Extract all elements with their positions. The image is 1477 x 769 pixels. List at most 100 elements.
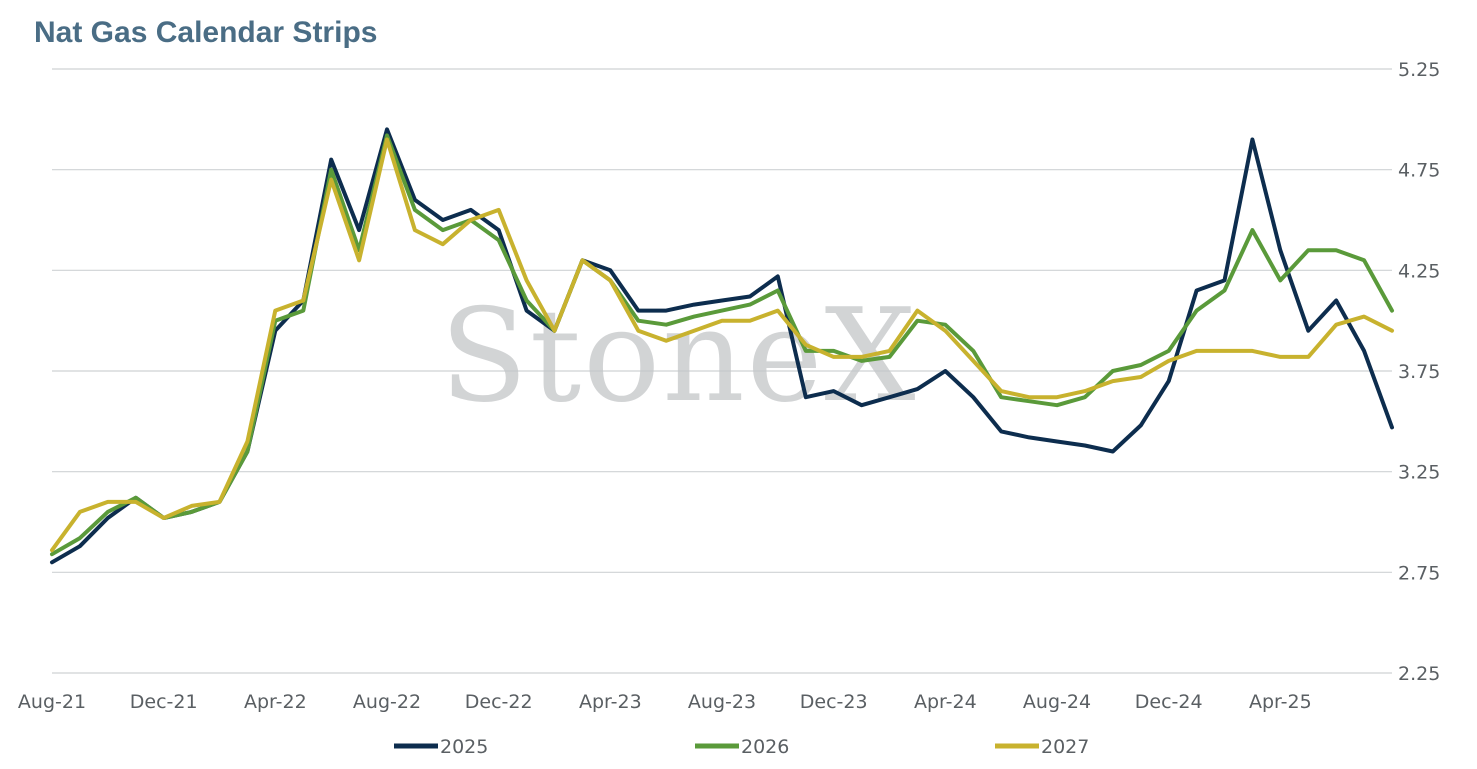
data-point (999, 389, 1003, 393)
data-point (1222, 349, 1227, 353)
data-point (1278, 278, 1282, 282)
data-point (525, 309, 529, 313)
data-point (1222, 288, 1227, 293)
y-tick-label: 4.25 (1398, 260, 1440, 282)
legend-label: 2025 (440, 736, 488, 758)
data-point (1111, 449, 1115, 454)
data-point (860, 403, 864, 407)
legend: 2025 2026 2027 (394, 736, 1089, 758)
data-point (1334, 323, 1338, 327)
data-point (748, 303, 752, 307)
data-point (1278, 248, 1282, 252)
x-axis-ticks: Aug-21 Dec-21 Apr-22 Aug-22 Dec-22 Apr-23 Aug-… (18, 691, 1312, 713)
data-point (580, 258, 585, 262)
data-point (971, 359, 975, 363)
data-point (1027, 395, 1031, 399)
data-point (1055, 439, 1059, 444)
data-point (1167, 359, 1171, 363)
y-tick-label: 2.75 (1398, 562, 1440, 584)
data-point (832, 349, 836, 353)
data-point (1167, 379, 1171, 383)
data-point (78, 544, 82, 548)
x-tick-label: Aug-23 (688, 691, 756, 713)
data-point (106, 510, 110, 514)
data-point (413, 228, 417, 232)
data-point (832, 389, 836, 393)
data-point (190, 510, 194, 514)
data-point (748, 319, 752, 323)
data-point (804, 349, 808, 353)
data-point (915, 309, 920, 313)
data-point (497, 238, 501, 242)
x-tick-label: Dec-21 (130, 691, 198, 713)
data-point (1362, 258, 1366, 262)
data-point (860, 359, 864, 363)
legend-item-2026: 2026 (695, 736, 789, 758)
data-point (1306, 355, 1310, 359)
data-point (1083, 443, 1087, 448)
x-tick-label: Aug-24 (1023, 691, 1091, 713)
data-point (748, 294, 752, 299)
series-lines (50, 127, 1394, 565)
data-point (776, 288, 780, 293)
data-point (720, 319, 724, 323)
data-point (1334, 248, 1338, 252)
data-point (525, 298, 529, 303)
y-axis-ticks: 2.25 2.75 3.25 3.75 4.25 4.75 5.25 (1398, 59, 1440, 685)
data-point (1390, 309, 1394, 313)
data-point (915, 319, 920, 323)
data-point (78, 536, 82, 540)
data-point (441, 228, 445, 232)
data-point (1306, 329, 1310, 333)
data-point (1195, 349, 1199, 353)
data-point (1111, 369, 1115, 373)
data-point (1055, 403, 1059, 407)
data-point (385, 133, 389, 137)
data-point (608, 278, 612, 282)
data-point (999, 429, 1003, 433)
data-point (273, 309, 277, 313)
data-point (245, 449, 249, 454)
data-point (413, 198, 417, 202)
data-point (190, 504, 194, 508)
gridlines (52, 68, 1392, 674)
data-point (1390, 329, 1394, 333)
data-point (1167, 349, 1171, 353)
data-point (1027, 399, 1031, 403)
data-point (943, 329, 947, 333)
data-point (720, 309, 724, 313)
legend-label: 2026 (741, 736, 789, 758)
data-point (1362, 315, 1366, 319)
data-point (301, 309, 305, 313)
chart-title: Nat Gas Calendar Strips (34, 16, 378, 49)
data-point (1083, 395, 1087, 399)
data-point (217, 500, 222, 504)
data-point (1278, 355, 1282, 359)
data-point (636, 309, 640, 313)
data-point (692, 329, 696, 333)
data-point (832, 355, 836, 359)
data-point (1111, 379, 1115, 383)
data-point (357, 228, 361, 232)
data-point (441, 218, 445, 222)
data-point (469, 208, 473, 212)
data-point (497, 228, 501, 232)
data-point (1027, 435, 1031, 439)
data-point (664, 309, 668, 313)
data-point (943, 323, 947, 327)
data-point (999, 395, 1003, 399)
data-point (1222, 278, 1227, 282)
data-point (1250, 137, 1254, 142)
data-point (329, 168, 333, 172)
y-tick-label: 3.25 (1398, 462, 1440, 484)
x-tick-label: Dec-23 (800, 691, 868, 713)
x-tick-label: Apr-23 (579, 691, 642, 713)
data-point (413, 208, 417, 212)
data-point (1390, 425, 1394, 429)
data-point (1139, 375, 1143, 379)
data-point (78, 510, 82, 514)
x-tick-label: Apr-24 (914, 691, 977, 713)
data-point (1195, 288, 1199, 293)
data-point (357, 258, 361, 262)
